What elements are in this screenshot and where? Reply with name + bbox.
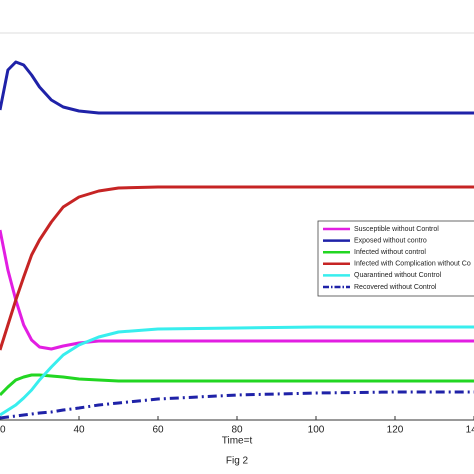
legend-label: Recovered without Control — [354, 284, 437, 291]
x-tick-label: 80 — [231, 425, 243, 436]
series-line — [0, 60, 474, 115]
x-tick-label: 20 — [0, 425, 6, 436]
caption: Fig 2 — [226, 456, 249, 467]
series-line — [0, 229, 474, 351]
x-tick-label: 120 — [387, 425, 404, 436]
x-tick-label: 140 — [466, 425, 474, 436]
legend-label: Infected without control — [354, 249, 426, 256]
series-line — [0, 185, 474, 351]
x-tick-label: 40 — [73, 425, 85, 436]
x-tick-label: 60 — [152, 425, 164, 436]
series-line — [0, 325, 474, 417]
legend-label: Exposed without contro — [354, 237, 427, 244]
legend: Susceptible without Control Exposed witho… — [317, 220, 474, 297]
legend-label: Quarantined without Control — [354, 272, 442, 279]
legend-label: Infected with Complication without Co — [354, 261, 471, 268]
legend-label: Susceptible without Control — [354, 226, 439, 233]
series-line — [0, 390, 474, 420]
legend-box — [317, 220, 474, 297]
x-tick-label: 100 — [308, 425, 325, 436]
x-axis-label: Time=t — [222, 436, 253, 447]
series-line — [0, 373, 474, 397]
